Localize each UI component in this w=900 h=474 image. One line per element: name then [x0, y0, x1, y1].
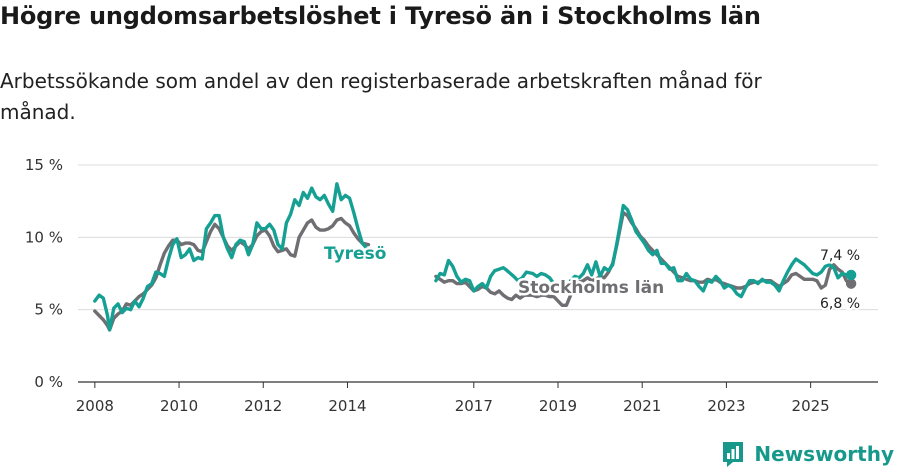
series-line-tyreso [434, 258, 556, 293]
series-line-stockholm [93, 216, 371, 332]
end-point-tyreso [845, 269, 857, 281]
y-axis-ticks: 0 % 5 % 10 % 15 % [25, 156, 63, 391]
y-tick-label: 15 % [25, 156, 63, 174]
x-tick-label: 2008 [76, 397, 114, 415]
end-value-tyreso: 7,4 % [820, 248, 860, 264]
x-tick-label: 2019 [539, 397, 577, 415]
x-tick-label: 2025 [792, 397, 830, 415]
y-tick-label: 5 % [34, 301, 63, 319]
x-tick-label: 2014 [328, 397, 366, 415]
series-lines [93, 182, 853, 332]
x-tick-label: 2021 [623, 397, 661, 415]
series-label-stockholm: Stockholms län [518, 278, 664, 298]
series-labels: Tyresö Stockholms län 7,4 % 6,8 % [322, 242, 863, 315]
end-point-stockholm [845, 278, 857, 289]
y-tick-label: 0 % [34, 373, 63, 391]
page-title: Högre ungdomsarbetslöshet i Tyresö än i … [0, 2, 761, 30]
series-label-tyreso: Tyresö [324, 244, 386, 264]
gridlines [78, 164, 878, 383]
brand-name: Newsworthy [754, 442, 894, 466]
x-tick-label: 2012 [244, 397, 282, 415]
y-tick-label: 10 % [25, 228, 63, 246]
end-point-dots [845, 269, 857, 289]
end-value-stockholm: 6,8 % [820, 296, 860, 312]
x-tick-label: 2010 [160, 397, 198, 415]
brand-logo: Newsworthy [721, 440, 894, 468]
bar-chart-icon [723, 442, 744, 467]
series-line-tyreso [568, 203, 853, 299]
x-tick-label: 2017 [455, 397, 493, 415]
series-line-tyreso [93, 182, 371, 332]
chart-subtitle: Arbetssökande som andel av den registerb… [0, 69, 762, 124]
x-tick-label: 2023 [707, 397, 745, 415]
x-axis-ticks: 2008 2010 2012 2014 2017 2019 2021 2023 2025 [76, 382, 830, 415]
